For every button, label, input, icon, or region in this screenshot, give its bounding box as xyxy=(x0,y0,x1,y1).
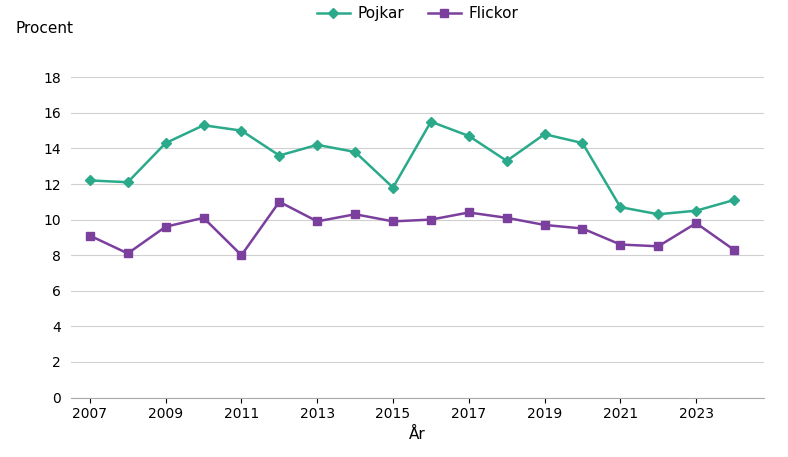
Pojkar xyxy=(274,153,284,158)
Flickor xyxy=(123,251,132,256)
Pojkar xyxy=(236,128,246,133)
Pojkar xyxy=(85,178,95,183)
Pojkar xyxy=(426,119,436,124)
Line: Flickor: Flickor xyxy=(86,198,738,259)
Flickor xyxy=(540,222,549,228)
Pojkar xyxy=(161,140,170,146)
Pojkar xyxy=(578,140,587,146)
Legend: Pojkar, Flickor: Pojkar, Flickor xyxy=(317,6,519,21)
Flickor xyxy=(313,218,322,224)
Flickor xyxy=(502,215,511,221)
Pojkar xyxy=(313,142,322,148)
Pojkar xyxy=(615,204,625,210)
Flickor xyxy=(85,233,95,239)
Text: Procent: Procent xyxy=(16,21,73,36)
Flickor xyxy=(426,217,436,223)
Flickor xyxy=(199,215,208,221)
Pojkar xyxy=(730,197,739,203)
Pojkar xyxy=(199,122,208,128)
Pojkar xyxy=(540,132,549,137)
Pojkar xyxy=(123,180,132,185)
Flickor xyxy=(464,210,474,215)
Pojkar xyxy=(653,212,663,217)
Line: Pojkar: Pojkar xyxy=(86,118,738,218)
Flickor xyxy=(274,199,284,205)
Flickor xyxy=(351,212,360,217)
Flickor xyxy=(236,252,246,258)
X-axis label: År: År xyxy=(409,427,426,442)
Flickor xyxy=(388,218,398,224)
Flickor xyxy=(615,242,625,247)
Flickor xyxy=(691,220,701,226)
Pojkar xyxy=(351,149,360,155)
Pojkar xyxy=(388,185,398,190)
Pojkar xyxy=(464,133,474,138)
Pojkar xyxy=(502,158,511,164)
Flickor xyxy=(578,226,587,231)
Flickor xyxy=(730,247,739,253)
Flickor xyxy=(161,224,170,229)
Pojkar xyxy=(691,208,701,213)
Flickor xyxy=(653,244,663,249)
